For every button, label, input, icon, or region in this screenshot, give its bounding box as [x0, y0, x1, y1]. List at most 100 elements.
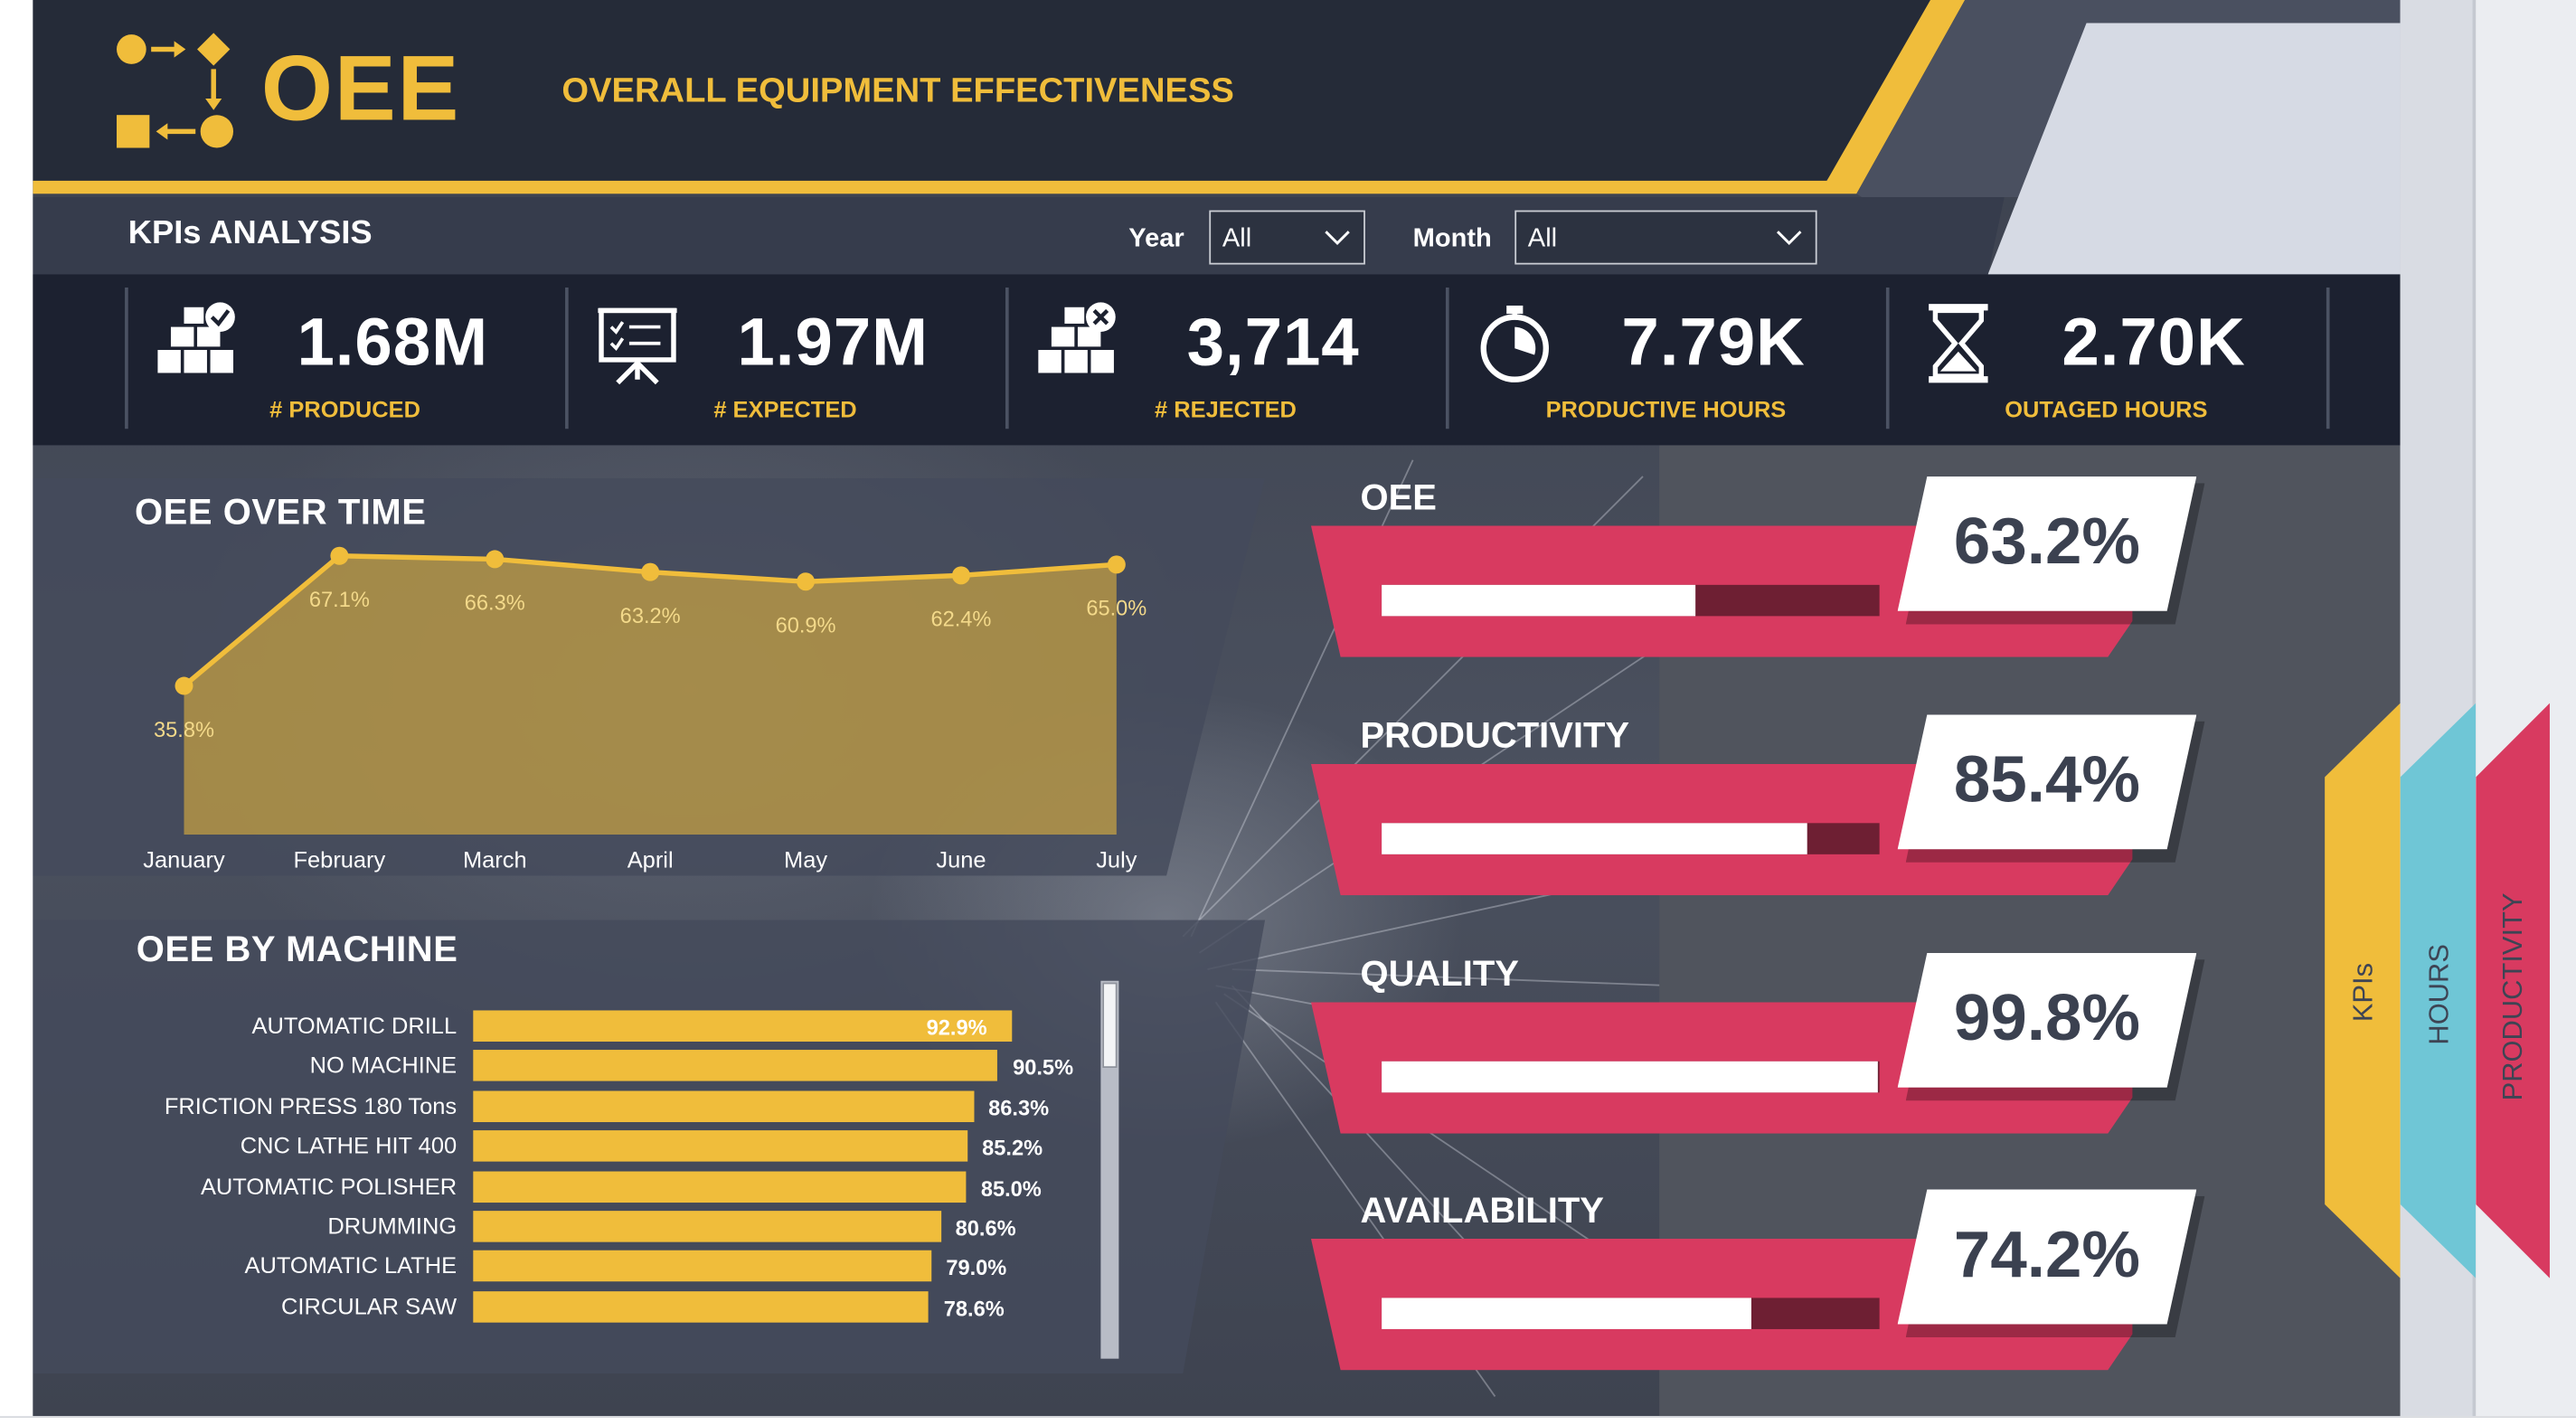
gauge-value: 85.4%	[1953, 744, 2141, 817]
oee-data-label: 63.2%	[620, 605, 681, 628]
oee-point[interactable]	[175, 676, 193, 695]
x-tick-label: May	[784, 847, 827, 873]
machine-name: DRUMMING	[327, 1212, 458, 1240]
machine-bar[interactable]	[473, 1211, 941, 1242]
machine-row[interactable]: CNC LATHE HIT 400 85.2%	[33, 1129, 1052, 1165]
oee-point[interactable]	[797, 572, 816, 591]
chevron-down-icon	[1325, 231, 1350, 245]
month-filter-label: Month	[1412, 224, 1492, 253]
kpi-label: OUTAGED HOURS	[2005, 395, 2208, 422]
kpi-strip	[33, 274, 2401, 446]
gauge-fill	[1382, 823, 1807, 854]
oee-over-time-chart: 35.8% 67.1% 66.3% 63.2% 60.9% 62.4% 65.0% Janu…	[143, 546, 1146, 873]
gauge-value-box	[1897, 714, 2197, 850]
kpi-value: 7.79K	[1621, 304, 1806, 380]
machine-name: AUTOMATIC LATHE	[244, 1252, 458, 1279]
year-dropdown[interactable]: All	[1209, 210, 1365, 265]
oee-point[interactable]	[951, 566, 970, 585]
x-tick-label: July	[1096, 847, 1137, 873]
gauge-value: 99.8%	[1953, 982, 2141, 1055]
gauge-fill	[1382, 584, 1697, 617]
gauge-fill	[1382, 1061, 1879, 1093]
oee-data-label: 66.3%	[465, 592, 525, 616]
gauge-oee: OEE 63.2%	[1310, 476, 2206, 706]
nav-tab-productivity-label: PRODUCTIVITY	[2496, 892, 2529, 1101]
kpi-value: 1.97M	[737, 304, 929, 380]
machine-bar[interactable]	[473, 1170, 967, 1203]
kpi-card-productive-hours: 7.79K PRODUCTIVE HOURS	[1446, 274, 1886, 445]
gauge-title: AVAILABILITY	[1360, 1189, 1604, 1231]
kpi-card-produced: 1.68M # PRODUCED	[125, 274, 565, 445]
machine-value: 92.9%	[926, 1014, 987, 1041]
machine-bar[interactable]	[473, 1130, 967, 1162]
oee-by-machine-title: OEE BY MACHINE	[136, 928, 458, 970]
gauge-productivity: PRODUCTIVITY 85.4%	[1310, 714, 2206, 944]
kpi-label: PRODUCTIVE HOURS	[1545, 395, 1787, 422]
x-tick-label: January	[143, 847, 225, 873]
machine-bar[interactable]	[473, 1010, 1013, 1042]
machine-bar[interactable]	[473, 1250, 931, 1282]
nav-tab-productivity[interactable]	[2476, 703, 2550, 1279]
app-title: OEE	[260, 35, 461, 140]
machine-value: 85.2%	[982, 1135, 1043, 1161]
kpi-divider	[1005, 287, 1009, 429]
machine-value: 80.6%	[955, 1215, 1016, 1241]
machine-row[interactable]: NO MACHINE 90.5%	[33, 1049, 1073, 1085]
header-dark-band	[33, 0, 1964, 184]
gauge-value-box	[1897, 476, 2197, 611]
nav-tab-hours-label: HOURS	[2423, 944, 2455, 1045]
kpi-value: 3,714	[1186, 304, 1360, 380]
machine-bar-chart: AUTOMATIC DRILL 92.9% NO MACHINE 90.5% FRICT…	[33, 1009, 1100, 1337]
dashboard-canvas: OEE OVERALL EQUIPMENT EFFECTIVENESS KPIs…	[33, 0, 2401, 1417]
machine-bar[interactable]	[473, 1290, 929, 1323]
oee-point[interactable]	[641, 562, 660, 581]
machine-row[interactable]: FRICTION PRESS 180 Tons 86.3%	[33, 1089, 1052, 1125]
machine-row[interactable]: AUTOMATIC LATHE 79.0%	[33, 1250, 1052, 1286]
x-tick-label: February	[294, 847, 386, 873]
year-dropdown-value: All	[1222, 224, 1252, 253]
machine-value: 78.6%	[943, 1296, 1005, 1321]
machine-value: 79.0%	[946, 1255, 1007, 1281]
section-title: KPIs ANALYSIS	[127, 215, 373, 252]
gauge-track	[1382, 1298, 1880, 1329]
machine-bar[interactable]	[473, 1090, 974, 1122]
kpi-divider	[1445, 287, 1449, 429]
gauge-title: OEE	[1360, 476, 1437, 518]
machine-row[interactable]: AUTOMATIC POLISHER 85.0%	[33, 1169, 1052, 1205]
header	[33, 0, 2400, 197]
machine-name: NO MACHINE	[309, 1052, 458, 1079]
month-dropdown[interactable]: All	[1514, 210, 1817, 265]
machine-name: CNC LATHE HIT 400	[240, 1132, 458, 1159]
machine-list-scrollbar[interactable]	[1100, 980, 1119, 1359]
gauge-title: QUALITY	[1360, 952, 1519, 995]
boxes-cross-icon	[1038, 302, 1116, 373]
year-filter-label: Year	[1128, 224, 1184, 253]
oee-point[interactable]	[1107, 555, 1126, 574]
chevron-down-icon	[1776, 231, 1802, 245]
gauge-availability: AVAILABILITY 74.2%	[1310, 1189, 2206, 1417]
x-tick-label: April	[627, 847, 674, 873]
x-tick-label: June	[936, 847, 986, 873]
boxes-check-icon	[157, 302, 235, 373]
machine-value: 85.0%	[980, 1175, 1042, 1201]
kpi-label: # EXPECTED	[713, 395, 857, 422]
gauge-value-box	[1897, 952, 2197, 1088]
nav-tab-kpis-label: KPIs	[2347, 962, 2380, 1023]
machine-name: CIRCULAR SAW	[281, 1292, 458, 1319]
scrollbar-thumb[interactable]	[1102, 982, 1118, 1069]
kpi-divider	[565, 287, 569, 429]
machine-row[interactable]: CIRCULAR SAW 78.6%	[33, 1289, 1052, 1326]
nav-tab-hours[interactable]	[2400, 703, 2477, 1279]
kpi-card-outaged-hours: 2.70K OUTAGED HOURS	[1886, 274, 2326, 445]
kpi-label: # REJECTED	[1155, 395, 1297, 422]
machine-row[interactable]: DRUMMING 80.6%	[33, 1209, 1052, 1245]
oee-point[interactable]	[486, 550, 505, 569]
nav-tab-kpis[interactable]	[2325, 703, 2401, 1279]
machine-row[interactable]: AUTOMATIC DRILL 92.9%	[33, 1009, 1052, 1045]
oee-point[interactable]	[330, 546, 349, 565]
machine-name: FRICTION PRESS 180 Tons	[164, 1091, 458, 1119]
gauge-track	[1382, 1061, 1880, 1093]
machine-bar[interactable]	[473, 1050, 998, 1082]
gauge-value: 63.2%	[1953, 505, 2141, 579]
